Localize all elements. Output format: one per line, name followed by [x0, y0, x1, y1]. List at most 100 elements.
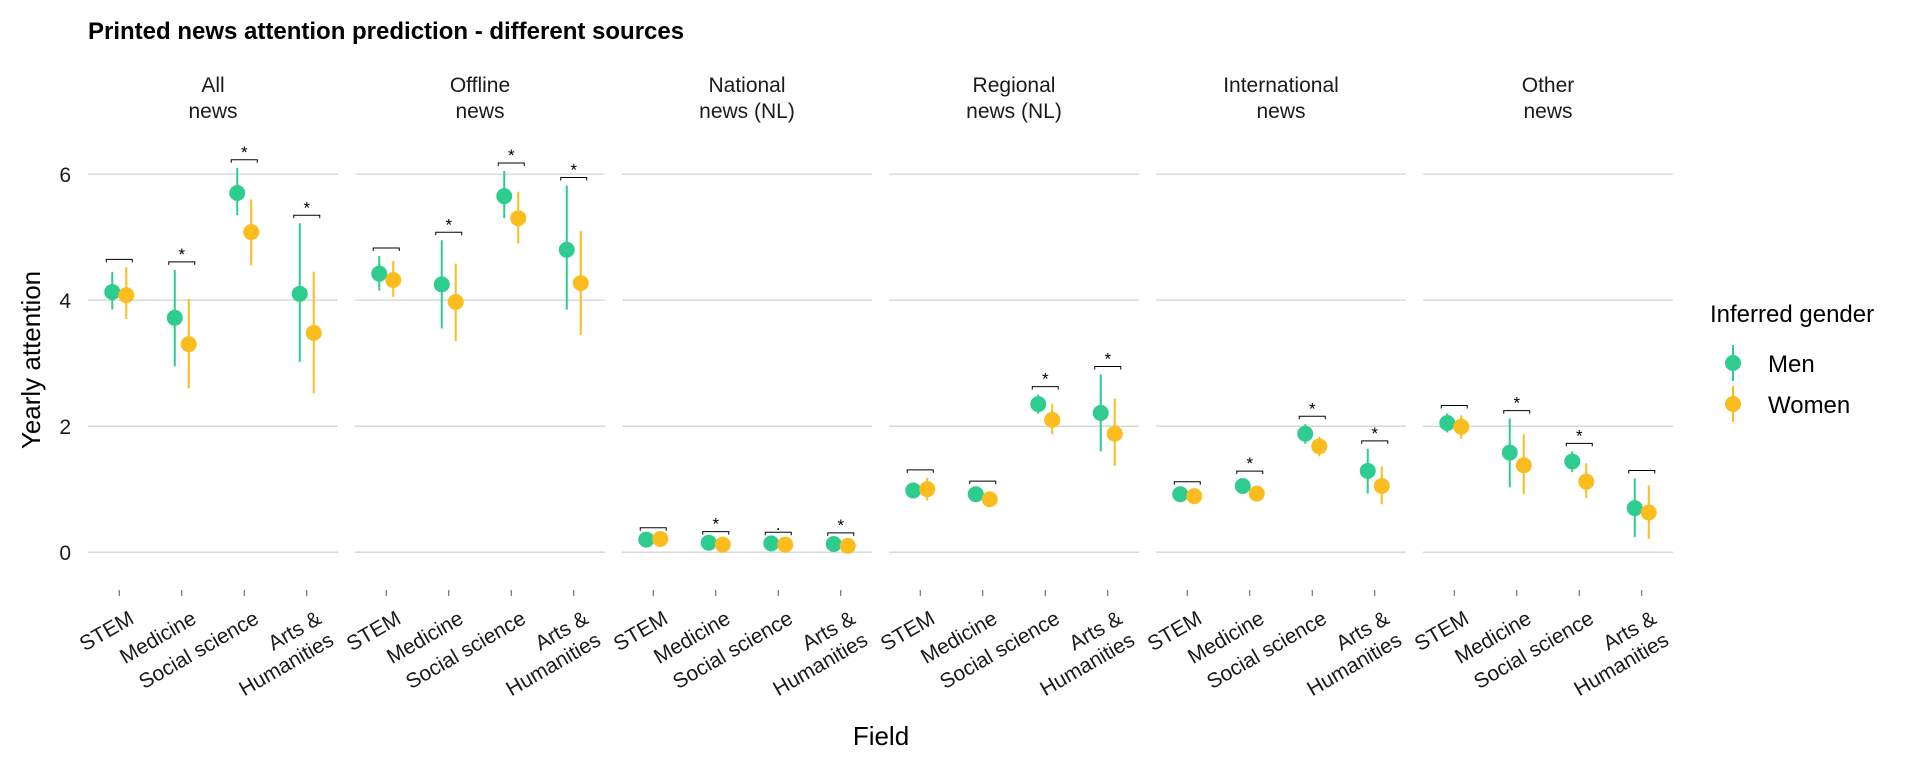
point-men — [166, 309, 183, 326]
point-women — [981, 491, 998, 508]
y-axis-title: Yearly attention — [16, 271, 46, 449]
point-women — [180, 336, 197, 353]
facet-strip-label: International news — [1223, 74, 1339, 123]
significance-bracket — [560, 176, 588, 181]
point-women — [652, 530, 669, 547]
point-women — [1044, 411, 1061, 428]
significance-bracket — [293, 214, 321, 219]
point-men — [638, 531, 655, 548]
point-men — [104, 283, 121, 300]
facet-strip-label: Offline news — [450, 74, 510, 123]
significance-label: * — [1104, 349, 1111, 368]
facet-strip-line: Regional — [973, 74, 1056, 97]
y-tick-label: 2 — [59, 416, 71, 439]
legend-key-men — [1725, 355, 1741, 371]
significance-bracket — [639, 527, 667, 531]
point-men — [1439, 415, 1456, 432]
facet-strip-line: news — [455, 100, 504, 123]
point-women — [1453, 418, 1470, 435]
significance-bracket — [1361, 440, 1389, 444]
significance-label: * — [1371, 424, 1378, 443]
significance-bracket — [827, 532, 855, 536]
facet-strip-line: International — [1223, 74, 1339, 97]
point-men — [1092, 404, 1109, 421]
legend-title: Inferred gender — [1710, 301, 1874, 328]
significance-label: * — [712, 515, 719, 534]
y-tick-label: 4 — [59, 290, 71, 313]
point-women — [919, 481, 936, 498]
point-men — [558, 241, 575, 258]
significance-label: . — [776, 515, 781, 534]
point-women — [1515, 457, 1532, 474]
significance-label: * — [1246, 454, 1253, 473]
significance-label: * — [1576, 426, 1583, 445]
facet-strip-line: Other — [1522, 74, 1575, 97]
point-women — [385, 271, 402, 288]
significance-bracket — [497, 162, 525, 166]
significance-bracket — [1565, 442, 1593, 447]
facet-strip-line: National — [708, 74, 785, 97]
point-men — [1626, 500, 1643, 517]
point-men — [825, 536, 842, 552]
significance-label: * — [1042, 370, 1049, 389]
facet-strip-label: Regional news (NL) — [966, 74, 1062, 123]
significance-label: * — [508, 146, 515, 165]
facet-strip-label: Other news — [1522, 74, 1575, 123]
significance-label: * — [1309, 399, 1316, 418]
significance-label: * — [1513, 394, 1520, 413]
significance-bracket — [1440, 405, 1468, 409]
x-axis-title: Field — [853, 721, 909, 751]
point-men — [496, 188, 513, 205]
significance-bracket — [372, 247, 400, 252]
point-women — [243, 224, 260, 241]
y-tick-label: 0 — [59, 542, 71, 565]
significance-label: * — [178, 245, 185, 264]
point-women — [1373, 478, 1390, 495]
significance-bracket — [764, 531, 792, 536]
point-women — [1640, 504, 1657, 521]
point-men — [763, 535, 780, 552]
point-men — [1359, 462, 1376, 479]
facet-strip-line: news (NL) — [966, 100, 1062, 123]
significance-bracket — [435, 231, 463, 236]
point-women — [714, 536, 731, 553]
significance-bracket — [702, 531, 730, 535]
point-men — [1172, 486, 1189, 503]
facet-strip-label: All news — [188, 74, 237, 123]
significance-bracket — [1503, 410, 1531, 414]
point-women — [510, 210, 527, 227]
significance-label: * — [837, 516, 844, 535]
facet-strip-line: Offline — [450, 74, 510, 97]
significance-bracket — [105, 258, 133, 263]
point-men — [1564, 453, 1581, 470]
point-men — [700, 534, 717, 551]
legend-label-women: Women — [1768, 392, 1850, 419]
point-men — [1501, 444, 1518, 461]
point-women — [777, 536, 794, 553]
point-women — [1578, 473, 1595, 490]
significance-label: * — [570, 160, 577, 179]
significance-bracket — [1031, 386, 1059, 390]
significance-bracket — [1173, 481, 1201, 485]
point-women — [118, 287, 135, 304]
chart-title: Printed news attention prediction - diff… — [88, 18, 684, 45]
facet-strip-line: news (NL) — [699, 100, 795, 123]
significance-bracket — [1628, 469, 1656, 474]
point-women — [1106, 425, 1123, 442]
legend: Inferred gender Men Women — [1710, 301, 1874, 422]
significance-label: * — [445, 215, 452, 234]
point-men — [1030, 396, 1047, 413]
point-men — [1234, 478, 1251, 495]
point-women — [839, 537, 856, 554]
point-women — [1186, 488, 1203, 505]
significance-bracket — [1094, 365, 1122, 370]
significance-label: * — [303, 198, 310, 217]
legend-label-men: Men — [1768, 351, 1815, 378]
